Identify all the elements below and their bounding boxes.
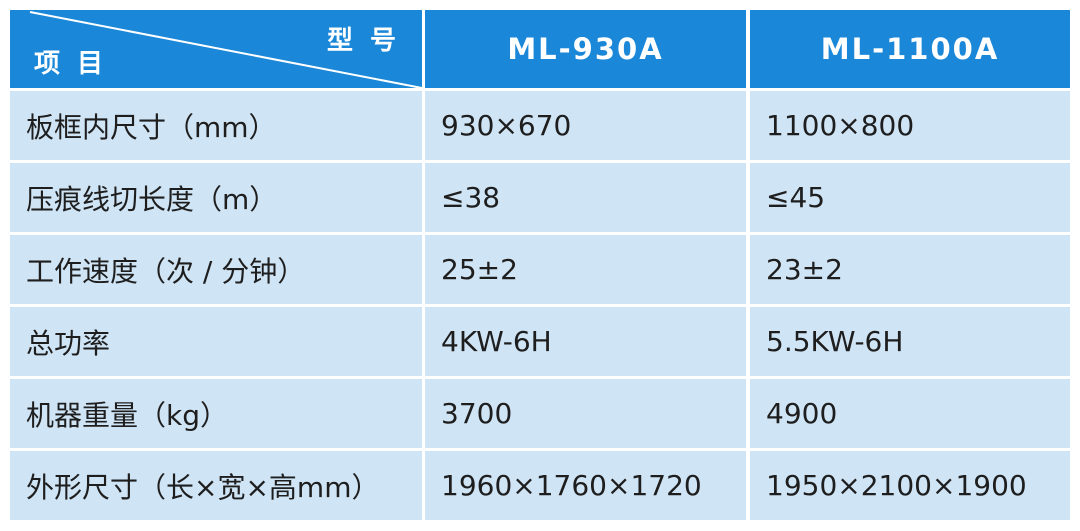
row-label: 总功率 <box>10 307 422 376</box>
cell-value: 25±2 <box>425 235 746 304</box>
diagonal <box>29 11 422 88</box>
cell-value: 5.5KW-6H <box>750 307 1070 376</box>
corner-cell: 型 号 项 目 <box>10 10 422 88</box>
row-label: 压痕线切长度（m） <box>10 163 422 232</box>
cell-value: 930×670 <box>425 91 746 160</box>
cell-value: 23±2 <box>750 235 1070 304</box>
cell-value: 1950×2100×1900 <box>750 451 1070 520</box>
cell-value: 1100×800 <box>750 91 1070 160</box>
cell-value: 4900 <box>750 379 1070 448</box>
cell-value: 3700 <box>425 379 746 448</box>
column-header: ML-930A <box>425 10 746 88</box>
row-label: 工作速度（次 / 分钟） <box>10 235 422 304</box>
column-header: ML-1100A <box>750 10 1070 88</box>
cell-value: ≤45 <box>750 163 1070 232</box>
row-label: 机器重量（kg） <box>10 379 422 448</box>
cell-value: 1960×1760×1720 <box>425 451 746 520</box>
row-label: 板框内尺寸（mm） <box>10 91 422 160</box>
corner-bottom: 项 目 <box>34 49 108 79</box>
cell-value: 4KW-6H <box>425 307 746 376</box>
row-label: 外形尺寸（长×宽×高mm） <box>10 451 422 520</box>
cell-value: ≤38 <box>425 163 746 232</box>
corner-top: 型 号 <box>326 26 400 56</box>
